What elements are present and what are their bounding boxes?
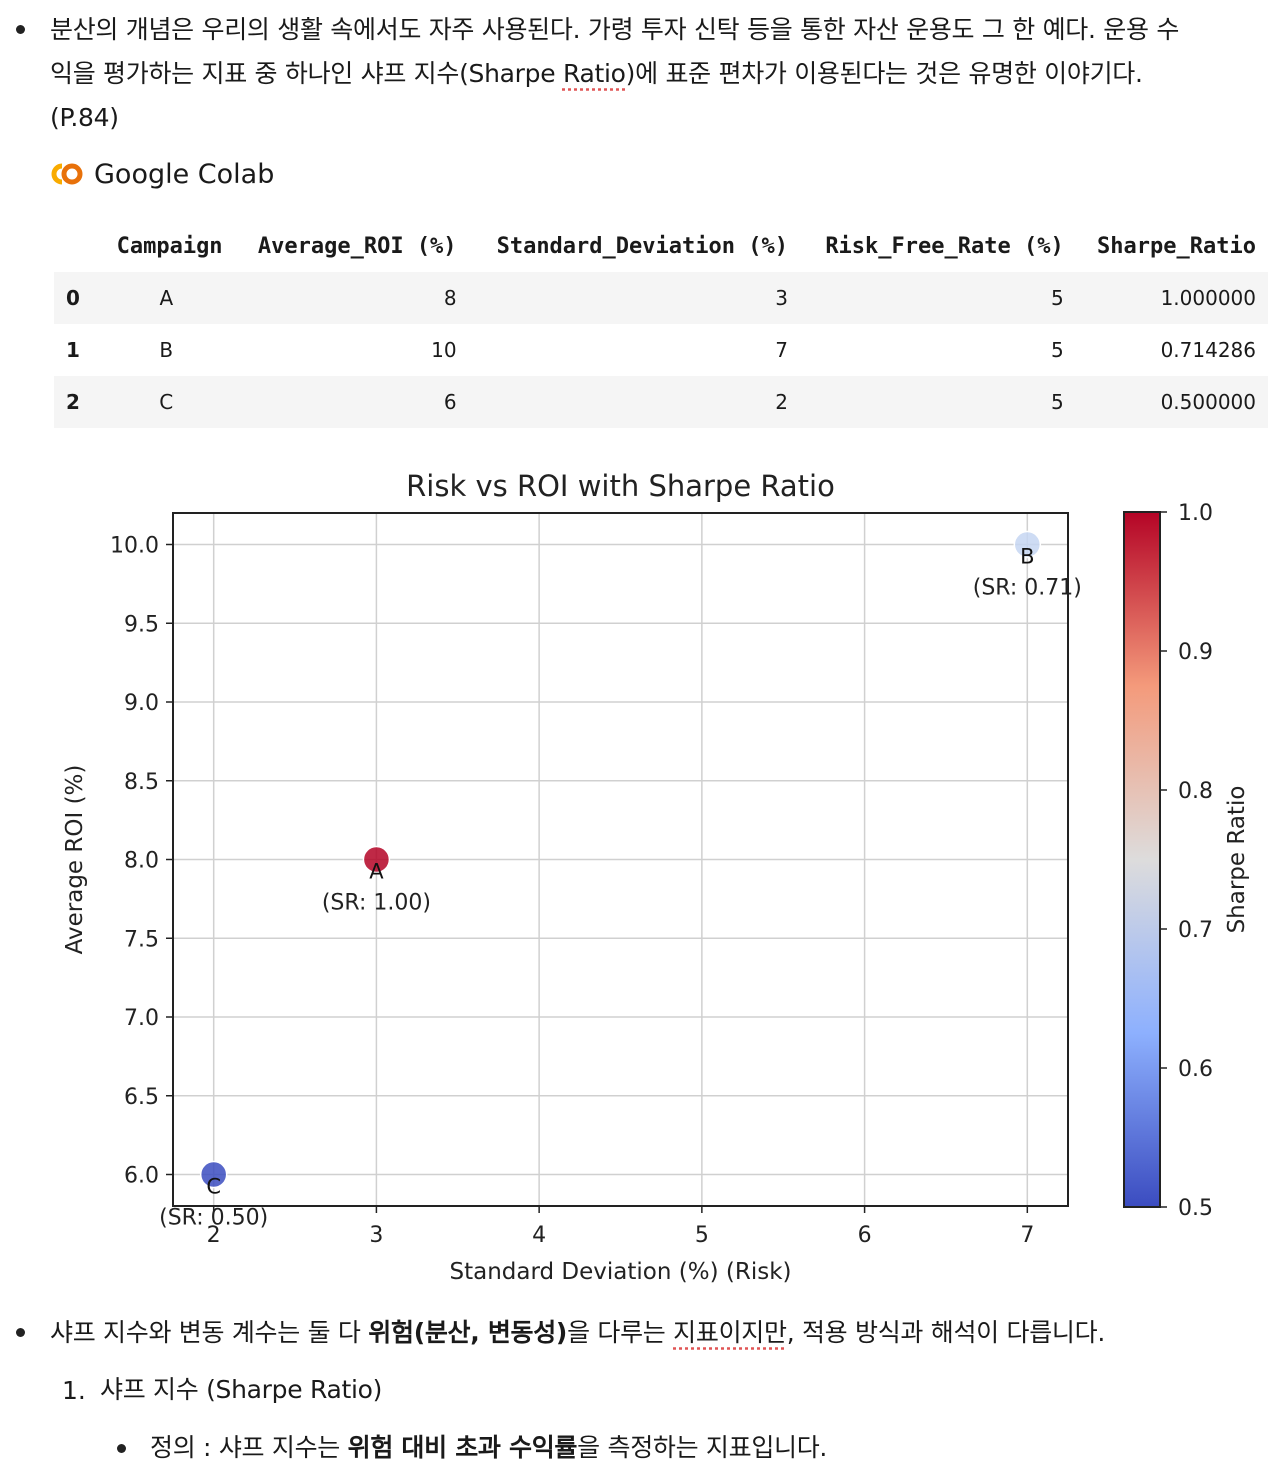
table-row: 0 A 8 3 5 1.000000 (54, 272, 1268, 324)
y-tick-label: 8.0 (124, 849, 159, 874)
paragraph-line-1: 분산의 개념은 우리의 생활 속에서도 자주 사용된다. 가령 투자 신탁 등을… (50, 15, 1180, 44)
spellcheck-word: Ratio (562, 59, 626, 88)
x-tick-label: 3 (369, 1223, 383, 1248)
header-standard-deviation: Standard_Deviation (%) (496, 233, 788, 259)
table-row: 2 C 6 2 5 0.500000 (54, 376, 1268, 428)
header-campaign: Campaign (116, 233, 223, 259)
header-index (54, 220, 98, 272)
x-tick-label: 4 (532, 1223, 546, 1248)
cell-standard-deviation: 2 (468, 376, 800, 428)
x-tick-label: 7 (1020, 1223, 1034, 1248)
cell-campaign: B (98, 324, 235, 376)
cell-average-roi: 10 (234, 324, 469, 376)
paragraph-line-2: 익을 평가하는 지표 중 하나인 샤프 지수(Sharpe Ratio)에 표준… (50, 52, 1280, 96)
paragraph-sharpe-vs-cv: 샤프 지수와 변동 계수는 둘 다 위험(분산, 변동성)을 다루는 지표이지만… (50, 1311, 1280, 1355)
point-annotation: (SR: 0.71) (973, 576, 1082, 601)
table-header-row: Campaign Average_ROI (%) Standard_Deviat… (54, 220, 1268, 272)
paragraph-line-3: (P.84) (50, 103, 119, 132)
dataframe-table: Campaign Average_ROI (%) Standard_Deviat… (54, 220, 1268, 428)
point-annotation: (SR: 0.50) (159, 1206, 268, 1231)
list-item-sharpe: 샤프 지수 (Sharpe Ratio) (100, 1375, 383, 1404)
point-label: C (206, 1175, 221, 1199)
spellcheck-word: 지표이지만 (673, 1318, 787, 1347)
bullet-dot (16, 1328, 25, 1337)
cell-index: 2 (54, 376, 98, 428)
scatter-chart: 2 3 4 5 6 7 6.0 6.5 7.0 7.5 8.0 8.5 9.0 9.5 10.0 A (SR: … (62, 469, 1250, 1285)
y-tick-label: 7.5 (124, 927, 159, 952)
y-tick-label: 8.5 (124, 770, 159, 795)
cell-standard-deviation: 7 (468, 324, 800, 376)
colorbar-tick-label: 0.7 (1178, 918, 1213, 943)
cell-risk-free-rate: 5 (799, 324, 1076, 376)
bullet-dot (16, 25, 25, 34)
bold-text: 위험(분산, 변동성) (368, 1318, 568, 1347)
cell-campaign: A (98, 272, 235, 324)
text-segment: 샤프 지수와 변동 계수는 둘 다 (50, 1318, 369, 1347)
y-tick-label: 6.5 (124, 1085, 159, 1110)
sub-item-definition: 정의 : 샤프 지수는 위험 대비 초과 수익률을 측정하는 지표입니다. (150, 1426, 827, 1470)
data-point (362, 845, 391, 874)
paragraph-variance: 분산의 개념은 우리의 생활 속에서도 자주 사용된다. 가령 투자 신탁 등을… (50, 8, 1280, 140)
chart-title: Risk vs ROI with Sharpe Ratio (406, 469, 835, 503)
cell-sharpe-ratio: 0.500000 (1075, 376, 1268, 428)
cell-index: 0 (54, 272, 98, 324)
colorbar-tick-label: 0.5 (1178, 1196, 1213, 1221)
cell-standard-deviation: 3 (468, 272, 800, 324)
y-tick-label: 10.0 (110, 534, 159, 559)
colorbar-tick-label: 1.0 (1178, 501, 1213, 526)
cell-risk-free-rate: 5 (799, 376, 1076, 428)
text-segment: 을 다루는 (567, 1318, 674, 1347)
plot-frame (172, 512, 1069, 1207)
x-axis-label: Standard Deviation (%) (Risk) (449, 1259, 791, 1285)
colorbar (1123, 511, 1161, 1208)
cell-sharpe-ratio: 0.714286 (1075, 324, 1268, 376)
y-tick-label: 6.0 (124, 1164, 159, 1189)
bold-text: 위험 대비 초과 수익률 (347, 1433, 578, 1462)
cell-campaign: C (98, 376, 235, 428)
colorbar-label: Sharpe Ratio (1224, 786, 1250, 934)
y-axis-label: Average ROI (%) (62, 765, 88, 955)
colab-logo-icon (51, 163, 83, 185)
colorbar-tick-label: 0.9 (1178, 640, 1213, 665)
cell-average-roi: 8 (234, 272, 469, 324)
point-label: A (369, 860, 384, 884)
y-tick-label: 9.5 (124, 612, 159, 637)
text-segment: 정의 : 샤프 지수는 (150, 1433, 348, 1462)
header-sharpe-ratio: Sharpe_Ratio (1097, 233, 1256, 259)
y-tick-label: 9.0 (124, 691, 159, 716)
line-2-text-a: 익을 평가하는 지표 중 하나인 샤프 지수(Sharpe (50, 59, 563, 88)
text-segment: 을 측정하는 지표입니다. (577, 1433, 828, 1462)
x-tick-label: 5 (695, 1223, 709, 1248)
cell-sharpe-ratio: 1.000000 (1075, 272, 1268, 324)
point-annotation: (SR: 1.00) (322, 891, 431, 916)
x-tick-label: 2 (207, 1223, 221, 1248)
data-point (199, 1160, 228, 1189)
colorbar-tick-label: 0.8 (1178, 779, 1213, 804)
header-risk-free-rate: Risk_Free_Rate (%) (825, 233, 1064, 259)
y-tick-label: 7.0 (124, 1006, 159, 1031)
bullet-dot (117, 1444, 126, 1453)
line-2-text-c: )에 표준 편차가 이용된다는 것은 유명한 이야기다. (625, 59, 1143, 88)
header-average-roi: Average_ROI (%) (257, 233, 457, 259)
data-point (1013, 530, 1042, 559)
cell-average-roi: 6 (234, 376, 469, 428)
cell-index: 1 (54, 324, 98, 376)
colab-link[interactable]: Google Colab (50, 152, 274, 196)
x-tick-label: 6 (858, 1223, 872, 1248)
text-segment: , 적용 방식과 해석이 다릅니다. (786, 1318, 1106, 1347)
colorbar-tick-label: 0.6 (1178, 1057, 1213, 1082)
cell-risk-free-rate: 5 (799, 272, 1076, 324)
point-label: B (1020, 545, 1034, 569)
table-row: 1 B 10 7 5 0.714286 (54, 324, 1268, 376)
list-number: 1. (62, 1376, 86, 1405)
colab-link-label: Google Colab (94, 158, 275, 190)
